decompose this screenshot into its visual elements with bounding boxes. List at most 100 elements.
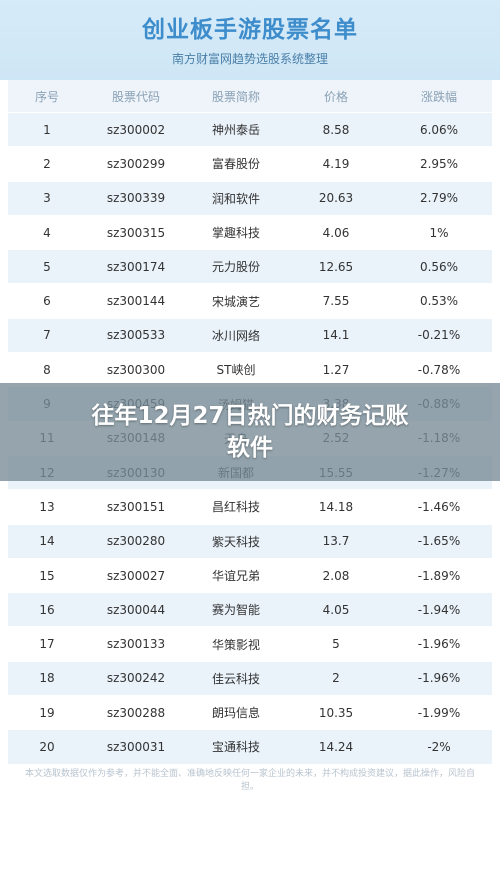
- cell-code: sz300299: [86, 146, 186, 182]
- cell-index: 13: [8, 489, 86, 525]
- cell-price: 10.35: [286, 695, 386, 730]
- cell-change: -1.46%: [386, 489, 492, 525]
- cell-index: 14: [8, 523, 86, 559]
- cell-name: 佳云科技: [186, 660, 286, 696]
- cell-code: sz300027: [86, 557, 186, 593]
- cell-name: 紫天科技: [186, 523, 286, 559]
- table-row: 15 sz300027 华谊兄弟 2.08 -1.89%: [8, 557, 492, 593]
- cell-change: 0.53%: [386, 283, 492, 319]
- cell-name: 宝通科技: [186, 729, 286, 764]
- cell-index: 6: [8, 283, 86, 319]
- cell-index: 17: [8, 626, 86, 662]
- cell-change: -0.78%: [386, 352, 492, 387]
- cell-code: sz300002: [86, 111, 186, 147]
- cell-change: 0.56%: [386, 249, 492, 284]
- cell-code: sz300174: [86, 249, 186, 284]
- headline-line-1: 往年12月27日热门的财务记账: [91, 403, 409, 429]
- cell-name: 华谊兄弟: [186, 557, 286, 593]
- cell-price: 4.05: [286, 592, 386, 627]
- cell-name: 华策影视: [186, 626, 286, 662]
- table-row: 14 sz300280 紫天科技 13.7 -1.65%: [8, 523, 492, 559]
- cell-code: sz300031: [86, 729, 186, 764]
- cell-price: 1.27: [286, 352, 386, 387]
- cell-price: 4.19: [286, 146, 386, 182]
- cell-index: 19: [8, 695, 86, 730]
- cell-price: 2: [286, 660, 386, 696]
- cell-index: 15: [8, 557, 86, 593]
- cell-code: sz300242: [86, 660, 186, 696]
- cell-change: 1%: [386, 214, 492, 250]
- table-row: 7 sz300533 冰川网络 14.1 -0.21%: [8, 317, 492, 353]
- cell-change: -1.65%: [386, 523, 492, 559]
- table-header-row: 序号 股票代码 股票简称 价格 涨跌幅: [8, 80, 492, 113]
- cell-name: 神州泰岳: [186, 111, 286, 147]
- cell-name: 冰川网络: [186, 317, 286, 353]
- cell-index: 2: [8, 146, 86, 182]
- table-row: 5 sz300174 元力股份 12.65 0.56%: [8, 249, 492, 284]
- cell-name: ST峡创: [186, 352, 286, 387]
- table-row: 8 sz300300 ST峡创 1.27 -0.78%: [8, 352, 492, 387]
- table-row: 20 sz300031 宝通科技 14.24 -2%: [8, 729, 492, 764]
- table-row: 6 sz300144 宋城演艺 7.55 0.53%: [8, 283, 492, 319]
- cell-price: 2.08: [286, 557, 386, 593]
- header-banner: 创业板手游股票名单 南方财富网趋势选股系统整理: [0, 0, 500, 80]
- cell-name: 朗玛信息: [186, 695, 286, 730]
- cell-price: 12.65: [286, 249, 386, 284]
- cell-name: 富春股份: [186, 146, 286, 182]
- column-header-code: 股票代码: [86, 80, 186, 113]
- table-row: 16 sz300044 赛为智能 4.05 -1.94%: [8, 592, 492, 627]
- cell-price: 14.24: [286, 729, 386, 764]
- cell-index: 16: [8, 592, 86, 627]
- cell-code: sz300533: [86, 317, 186, 353]
- cell-change: 6.06%: [386, 111, 492, 147]
- page-title: 创业板手游股票名单: [142, 17, 358, 43]
- cell-index: 8: [8, 352, 86, 387]
- table-row: 18 sz300242 佳云科技 2 -1.96%: [8, 660, 492, 696]
- cell-name: 润和软件: [186, 180, 286, 216]
- table-row: 13 sz300151 昌红科技 14.18 -1.46%: [8, 489, 492, 525]
- column-header-price: 价格: [286, 80, 386, 113]
- cell-price: 13.7: [286, 523, 386, 559]
- column-header-index: 序号: [8, 80, 86, 113]
- table-row: 19 sz300288 朗玛信息 10.35 -1.99%: [8, 695, 492, 730]
- cell-price: 8.58: [286, 111, 386, 147]
- cell-code: sz300280: [86, 523, 186, 559]
- cell-code: sz300339: [86, 180, 186, 216]
- cell-index: 7: [8, 317, 86, 353]
- cell-change: 2.95%: [386, 146, 492, 182]
- table-row: 1 sz300002 神州泰岳 8.58 6.06%: [8, 111, 492, 147]
- table-row: 4 sz300315 掌趣科技 4.06 1%: [8, 214, 492, 250]
- cell-code: sz300144: [86, 283, 186, 319]
- page-bottom-space: [0, 796, 500, 875]
- headline-line-2: 软件: [227, 435, 273, 461]
- cell-change: -1.99%: [386, 695, 492, 730]
- cell-price: 20.63: [286, 180, 386, 216]
- cell-code: sz300315: [86, 214, 186, 250]
- cell-index: 4: [8, 214, 86, 250]
- cell-index: 3: [8, 180, 86, 216]
- page-subtitle: 南方财富网趋势选股系统整理: [171, 52, 328, 66]
- cell-index: 5: [8, 249, 86, 284]
- table-row: 17 sz300133 华策影视 5 -1.96%: [8, 626, 492, 662]
- cell-change: -1.89%: [386, 557, 492, 593]
- cell-price: 14.18: [286, 489, 386, 525]
- cell-change: -0.21%: [386, 317, 492, 353]
- cell-index: 1: [8, 111, 86, 147]
- cell-price: 7.55: [286, 283, 386, 319]
- headline-overlay-band: [0, 383, 500, 481]
- cell-code: sz300288: [86, 695, 186, 730]
- cell-index: 18: [8, 660, 86, 696]
- table-row: 3 sz300339 润和软件 20.63 2.79%: [8, 180, 492, 216]
- cell-change: 2.79%: [386, 180, 492, 216]
- cell-code: sz300133: [86, 626, 186, 662]
- cell-change: -1.96%: [386, 626, 492, 662]
- cell-price: 14.1: [286, 317, 386, 353]
- cell-price: 5: [286, 626, 386, 662]
- cell-price: 4.06: [286, 214, 386, 250]
- column-header-change: 涨跌幅: [386, 80, 492, 113]
- cell-index: 20: [8, 729, 86, 764]
- cell-change: -1.96%: [386, 660, 492, 696]
- cell-name: 昌红科技: [186, 489, 286, 525]
- cell-code: sz300151: [86, 489, 186, 525]
- column-header-name: 股票简称: [186, 80, 286, 113]
